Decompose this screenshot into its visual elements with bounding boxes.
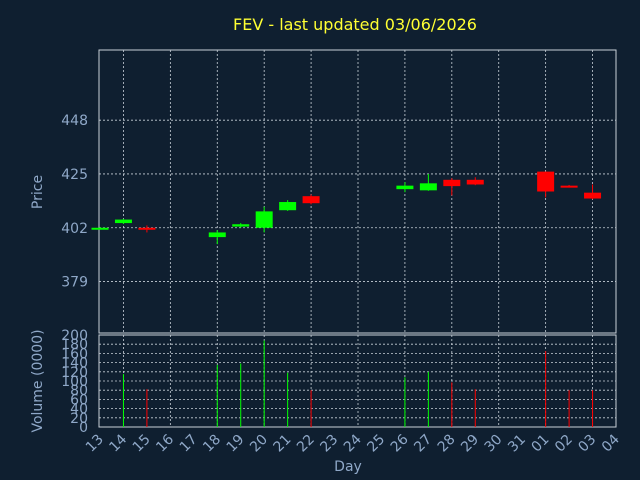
price-tick-label: 425 <box>61 167 88 183</box>
volume-axis-label: Volume (0000) <box>30 329 46 432</box>
candle-body <box>255 211 273 228</box>
x-axis-label: Day <box>334 459 362 475</box>
candle-body <box>208 232 226 238</box>
candle <box>232 223 250 228</box>
candle-body <box>419 183 437 191</box>
candle <box>466 177 484 186</box>
x-tick-label: 01 <box>529 432 553 456</box>
x-tick-label: 23 <box>317 432 341 456</box>
x-tick-label: 26 <box>388 431 412 455</box>
candle-body <box>537 171 555 192</box>
candle-body <box>443 179 461 187</box>
x-tick-label: 02 <box>552 432 576 456</box>
candle <box>537 171 555 198</box>
x-tick-label: 28 <box>435 432 459 456</box>
volume-bars <box>122 340 594 427</box>
candle <box>208 230 226 245</box>
volume-tick-label: 120 <box>61 365 88 381</box>
x-tick-label: 14 <box>106 431 130 455</box>
price-tick-labels: 379 402 425 448 <box>61 113 88 290</box>
chart-title: FEV - last updated 03/06/2026 <box>233 15 477 34</box>
price-tick-label: 379 <box>61 275 88 291</box>
x-tick-label: 15 <box>130 432 154 456</box>
x-tick-label: 25 <box>364 432 388 456</box>
candle-body <box>279 202 297 211</box>
x-tick-label: 16 <box>153 431 177 455</box>
volume-tick-label: 0 <box>79 420 88 436</box>
price-grid <box>99 119 616 282</box>
x-tick-label: 04 <box>599 431 623 455</box>
candle-body <box>114 219 132 224</box>
candle <box>91 227 109 230</box>
candle <box>255 206 273 233</box>
candle-body <box>91 227 109 230</box>
price-tick-label: 448 <box>61 113 88 129</box>
candle-body <box>302 196 320 204</box>
x-tick-label: 20 <box>247 432 271 456</box>
price-plot-frame <box>98 49 617 334</box>
candle <box>560 184 578 188</box>
x-tick-label: 27 <box>411 432 435 456</box>
x-tick-label: 21 <box>271 432 295 456</box>
price-tick-label: 402 <box>61 221 88 237</box>
candle-body <box>396 185 414 190</box>
x-tick-label: 19 <box>224 432 248 456</box>
candle-body <box>138 227 156 230</box>
volume-grid <box>99 334 616 428</box>
candle-body <box>560 185 578 188</box>
candle <box>419 173 437 191</box>
volume-tick-label: 160 <box>61 346 88 362</box>
volume-plot-frame <box>98 334 617 428</box>
candle <box>396 182 414 193</box>
candle-body <box>584 192 602 199</box>
x-tick-label: 03 <box>575 432 599 456</box>
candle <box>443 178 461 196</box>
x-tick-label: 18 <box>200 432 224 456</box>
volume-tick-label: 40 <box>70 402 88 418</box>
volume-tick-label: 140 <box>61 356 88 372</box>
candle-body <box>466 179 484 185</box>
candle <box>302 194 320 205</box>
x-tick-label: 31 <box>505 432 529 456</box>
volume-tick-label: 20 <box>70 411 88 427</box>
candle <box>584 184 602 200</box>
x-tick-label: 24 <box>341 431 365 455</box>
x-grid <box>123 50 593 427</box>
volume-tick-label: 60 <box>70 392 88 408</box>
candle <box>138 225 156 233</box>
x-tick-labels: 13 14 15 16 17 18 19 20 21 22 23 24 25 26 27 28 29 30 31 01… <box>83 431 623 455</box>
volume-tick-label: 200 <box>61 328 88 344</box>
candles <box>91 171 602 245</box>
x-tick-label: 22 <box>294 432 318 456</box>
candle-body <box>232 224 250 227</box>
candle <box>114 218 132 225</box>
volume-tick-label: 180 <box>61 337 88 353</box>
volume-tick-label: 80 <box>70 383 88 399</box>
volume-tick-label: 100 <box>61 374 88 390</box>
candle <box>279 200 297 211</box>
x-tick-label: 17 <box>177 432 201 456</box>
x-tick-label: 30 <box>482 432 506 456</box>
x-tick-label: 29 <box>458 432 482 456</box>
price-axis-label: Price <box>30 175 46 209</box>
